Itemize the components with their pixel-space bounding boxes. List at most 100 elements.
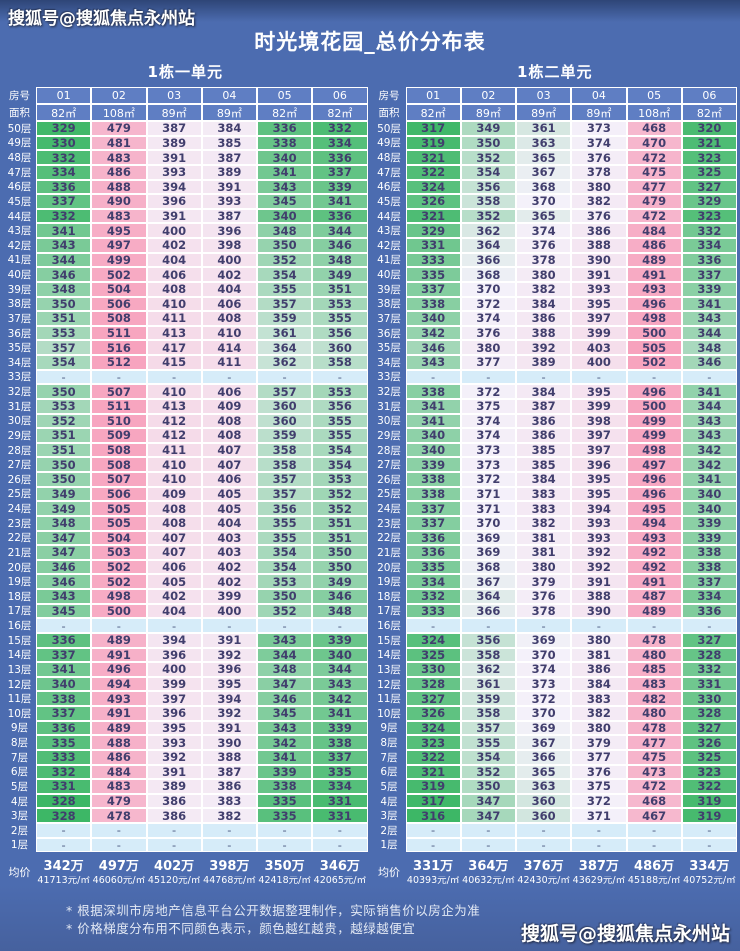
price-cell: 409 (146, 486, 202, 502)
price-cell: 486 (626, 238, 682, 253)
price-cell: 342 (405, 325, 461, 341)
price-cell: 344 (681, 398, 737, 414)
empty-cell: - (516, 618, 572, 633)
empty-cell: - (91, 823, 147, 838)
price-cell: 378 (516, 603, 572, 619)
price-cell: 407 (146, 530, 202, 546)
price-cell: 340 (312, 647, 368, 663)
room-number-header: 03 (146, 87, 202, 104)
price-cell: 496 (626, 296, 682, 312)
price-cell: 352 (312, 501, 368, 516)
price-cell: 363 (516, 779, 572, 794)
avg-row-label: 均价 (378, 866, 400, 880)
empty-cell: - (626, 618, 682, 633)
watermark-top: 搜狐号@搜狐焦点永州站 (8, 9, 195, 29)
price-cell: 344 (312, 223, 368, 238)
price-cell: 406 (201, 472, 257, 487)
price-cell: 397 (146, 691, 202, 706)
price-cell: 400 (146, 662, 202, 677)
floor-label: 8层 (10, 737, 29, 750)
price-cell: 347 (36, 545, 92, 560)
floor-label: 4层 (10, 795, 29, 808)
price-cell: 494 (626, 515, 682, 531)
price-cell: 384 (516, 472, 572, 487)
empty-cell: - (146, 823, 202, 838)
avg-total-price: 331万 (413, 859, 454, 873)
floor-label: 25层 (7, 488, 32, 501)
price-cell: 483 (91, 208, 147, 224)
price-cell: 388 (516, 325, 572, 341)
floor-label: 17层 (377, 605, 401, 618)
price-cell: 333 (405, 252, 461, 268)
price-cell: 493 (626, 281, 682, 297)
price-cell: 337 (36, 706, 92, 721)
price-cell: 368 (516, 179, 572, 195)
price-cell: 493 (626, 530, 682, 546)
empty-cell: - (91, 369, 147, 385)
avg-cell: 497万 46060元/㎡ (91, 852, 146, 892)
floor-label: 48层 (7, 152, 32, 165)
price-cell: 414 (201, 340, 257, 355)
floor-label: 27层 (7, 459, 32, 472)
price-cell: 395 (571, 486, 627, 502)
price-cell: 400 (571, 355, 627, 370)
price-cell: 357 (257, 486, 313, 502)
price-cell: 379 (571, 735, 627, 750)
price-cell: 343 (36, 238, 92, 253)
area-value: 89㎡ (146, 104, 202, 121)
floor-label: 16层 (377, 620, 401, 633)
floor-label: 19层 (7, 576, 32, 589)
price-cell: 332 (405, 589, 461, 604)
empty-cell: - (405, 837, 461, 853)
price-cell: 390 (571, 603, 627, 619)
empty-cell: - (201, 618, 257, 633)
floor-label: 13层 (7, 663, 32, 676)
price-cell: 390 (201, 735, 257, 750)
price-cell: 382 (571, 194, 627, 209)
empty-cell: - (312, 823, 368, 838)
empty-cell: - (681, 369, 737, 385)
price-cell: 332 (36, 208, 92, 224)
price-cell: 398 (571, 413, 627, 429)
price-cell: 498 (626, 311, 682, 326)
price-cell: 336 (36, 720, 92, 736)
empty-cell: - (626, 837, 682, 853)
price-cell: 380 (571, 720, 627, 736)
price-cell: 332 (681, 662, 737, 677)
price-cell: 337 (36, 647, 92, 663)
price-cell: 392 (571, 545, 627, 560)
floor-label: 7层 (10, 751, 29, 764)
price-cell: 410 (201, 325, 257, 341)
price-cell: 348 (257, 223, 313, 238)
price-cell: 337 (36, 194, 92, 209)
price-cell: 341 (36, 223, 92, 238)
price-cell: 368 (460, 559, 516, 575)
price-cell: 491 (626, 574, 682, 589)
price-cell: 332 (36, 764, 92, 780)
price-cell: 338 (681, 545, 737, 560)
price-cell: 373 (460, 442, 516, 458)
price-cell: 496 (91, 662, 147, 677)
floor-label: 38层 (7, 298, 32, 311)
floor-label: 23层 (377, 517, 401, 530)
empty-cell: - (36, 369, 92, 385)
price-cell: 408 (201, 413, 257, 429)
price-cell: 335 (405, 559, 461, 575)
floor-label: 31层 (7, 400, 32, 413)
price-cell: 349 (36, 501, 92, 516)
price-cell: 475 (626, 164, 682, 180)
price-cell: 394 (146, 179, 202, 195)
price-cell: 393 (146, 735, 202, 750)
price-cell: 336 (36, 632, 92, 648)
price-cell: 375 (460, 398, 516, 414)
price-cell: 341 (681, 296, 737, 312)
price-cell: 348 (681, 340, 737, 355)
price-cell: 395 (571, 296, 627, 312)
price-cell: 410 (146, 384, 202, 399)
empty-cell: - (312, 618, 368, 633)
price-cell: 354 (257, 267, 313, 282)
price-cell: 384 (516, 384, 572, 399)
price-cell: 502 (91, 574, 147, 589)
price-cell: 331 (312, 793, 368, 809)
price-cell: 489 (91, 720, 147, 736)
